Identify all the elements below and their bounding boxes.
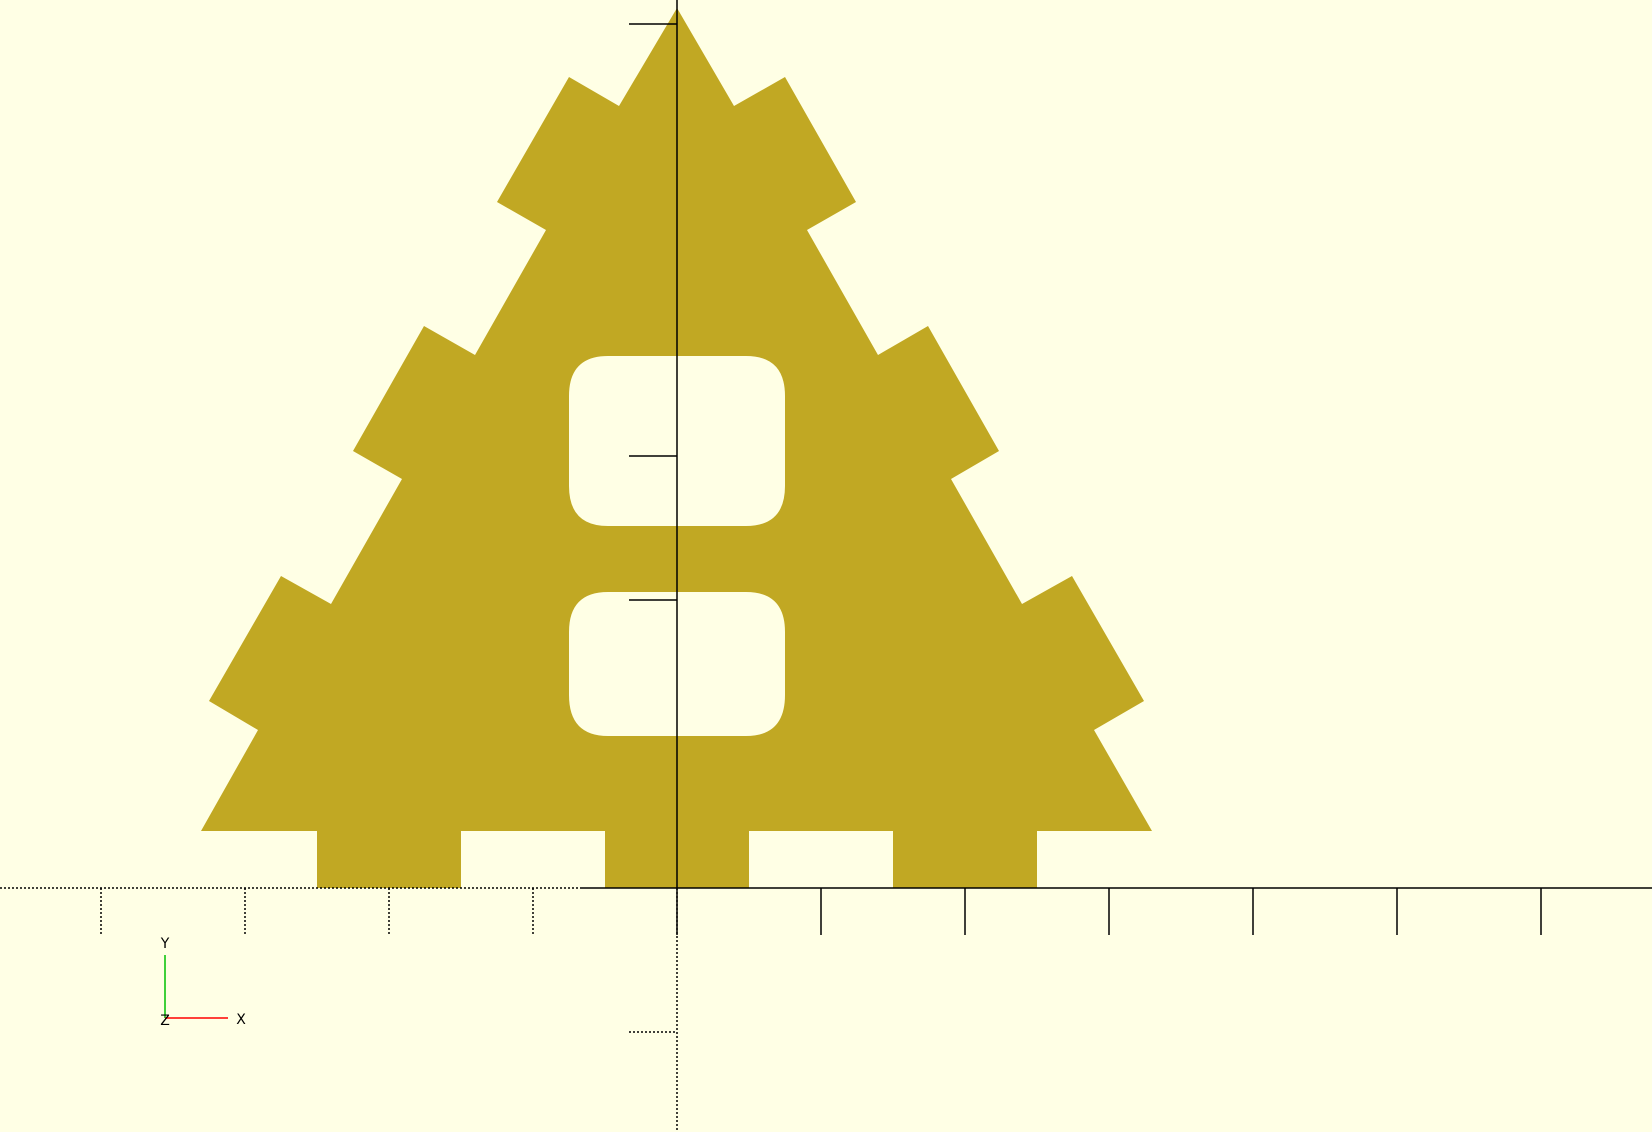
gizmo-z-label: Z (160, 1013, 170, 1029)
model-shape[interactable] (201, 8, 1152, 888)
gizmo-x-label: X (236, 1012, 246, 1028)
gizmo-y-label: Y (160, 936, 170, 952)
axes-gizmo: Y Z X (160, 936, 246, 1029)
